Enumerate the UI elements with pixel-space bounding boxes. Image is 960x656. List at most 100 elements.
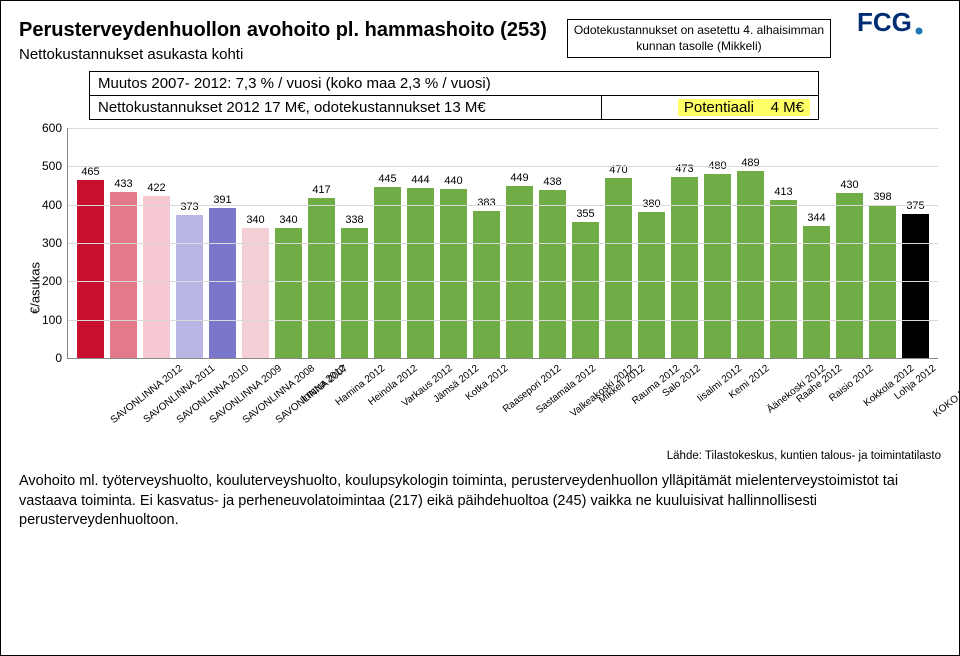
x-label: Salo 2012: [634, 359, 667, 429]
x-label: SAVONLINNA 2011: [106, 359, 139, 429]
x-label: Kemi 2012: [700, 359, 733, 429]
page-subtitle: Nettokustannukset asukasta kohti: [19, 46, 547, 63]
x-label: Heinola 2012: [337, 359, 370, 429]
info-table: Muutos 2007- 2012: 7,3 % / vuosi (koko m…: [89, 71, 819, 120]
x-label: Äänekoski 2012: [733, 359, 766, 429]
header-row: Perusterveydenhuollon avohoito pl. hamma…: [19, 19, 941, 63]
x-label: Hamina 2012: [304, 359, 337, 429]
bar: 355: [569, 209, 602, 358]
bar-rect: [110, 192, 137, 358]
potential-label: Potentiaali: [684, 99, 754, 116]
x-labels: SAVONLINNA 2012SAVONLINNA 2011SAVONLINNA…: [67, 359, 937, 429]
bar: 340: [239, 215, 272, 358]
bar-value-label: 417: [312, 185, 330, 196]
source-note: Lähde: Tilastokeskus, kuntien talous- ja…: [19, 450, 941, 462]
bar: 480: [701, 161, 734, 358]
bar-rect: [275, 228, 302, 358]
y-tick-label: 600: [34, 121, 62, 135]
y-tick-label: 300: [34, 236, 62, 250]
grid-line: [68, 281, 938, 282]
bar-rect: [902, 214, 929, 358]
x-label: Lohja 2012: [865, 359, 898, 429]
bar: 422: [140, 183, 173, 358]
bar-value-label: 445: [378, 174, 396, 185]
bar-rect: [737, 171, 764, 358]
bar-value-label: 440: [444, 176, 462, 187]
info-row-potential: Potentiaali 4 M€: [602, 96, 819, 120]
x-label: Kotka 2012: [436, 359, 469, 429]
bar: 440: [437, 176, 470, 358]
x-label: Jämsä 2012: [403, 359, 436, 429]
bar: 445: [371, 174, 404, 358]
page: FCG Perusterveydenhuollon avohoito pl. h…: [0, 0, 960, 656]
bar: 373: [173, 202, 206, 358]
bar: 391: [206, 195, 239, 358]
x-label: Valkeakoski 2012: [535, 359, 568, 429]
bar: 444: [404, 175, 437, 358]
x-label: Kokkola 2012: [832, 359, 865, 429]
bar-rect: [143, 196, 170, 358]
y-tick-label: 500: [34, 159, 62, 173]
x-label: Raisio 2012: [799, 359, 832, 429]
bar-value-label: 413: [774, 187, 792, 198]
bar-rect: [407, 188, 434, 358]
bar: 375: [899, 201, 932, 358]
bar-rect: [638, 212, 665, 358]
bar-rect: [242, 228, 269, 358]
bar-rect: [374, 187, 401, 358]
x-label: Rauma 2012: [601, 359, 634, 429]
bar: 380: [635, 199, 668, 358]
bar: 398: [866, 192, 899, 358]
grid-line: [68, 166, 938, 167]
bar-value-label: 340: [246, 215, 264, 226]
title-block: Perusterveydenhuollon avohoito pl. hamma…: [19, 19, 547, 63]
grid-line: [68, 320, 938, 321]
svg-text:FCG: FCG: [857, 7, 912, 37]
bar: 344: [800, 213, 833, 358]
grid-line: [68, 205, 938, 206]
y-tick-label: 100: [34, 313, 62, 327]
bar: 433: [107, 179, 140, 358]
info-row-change: Muutos 2007- 2012: 7,3 % / vuosi (koko m…: [90, 72, 819, 96]
x-label: Sastamala 2012: [502, 359, 535, 429]
bar-rect: [770, 200, 797, 358]
bar-rect: [803, 226, 830, 358]
bar-rect: [308, 198, 335, 358]
bar: 338: [338, 215, 371, 358]
bar-value-label: 444: [411, 175, 429, 186]
bar-rect: [77, 180, 104, 358]
bar-value-label: 438: [543, 177, 561, 188]
bar-rect: [836, 193, 863, 358]
bar: 465: [74, 167, 107, 358]
x-label: Mikkeli 2012: [568, 359, 601, 429]
bar: 489: [734, 158, 767, 358]
potential-value: 4 M€: [771, 99, 804, 116]
x-label: SAVONLINNA 2012: [73, 359, 106, 429]
bar: 473: [668, 164, 701, 358]
footer-note: Avohoito ml. työterveyshuolto, kouluterv…: [19, 472, 941, 531]
x-label: Raasepori 2012: [469, 359, 502, 429]
bar-value-label: 433: [114, 179, 132, 190]
odote-line2: kunnan tasolle (Mikkeli): [636, 39, 761, 53]
bar-value-label: 430: [840, 180, 858, 191]
bar-value-label: 465: [81, 167, 99, 178]
bar-rect: [341, 228, 368, 358]
bar-rect: [539, 190, 566, 358]
info-row-costs: Nettokustannukset 2012 17 M€, odotekusta…: [90, 96, 602, 120]
bar: 449: [503, 173, 536, 358]
page-title: Perusterveydenhuollon avohoito pl. hamma…: [19, 19, 547, 42]
bar-rect: [176, 215, 203, 358]
bar-value-label: 344: [807, 213, 825, 224]
bar-rect: [209, 208, 236, 358]
bar: 413: [767, 187, 800, 358]
bar-rect: [440, 189, 467, 358]
bar: 417: [305, 185, 338, 358]
x-label: SAVONLINNA 2007: [238, 359, 271, 429]
plot-area: 4654334223733913403404173384454444403834…: [67, 128, 938, 359]
x-label: SAVONLINNA 2010: [139, 359, 172, 429]
odote-cost-note: Odotekustannukset on asetettu 4. alhaisi…: [567, 19, 831, 58]
x-label: KOKO MAA 2012: [898, 359, 931, 429]
x-label: Varkaus 2012: [370, 359, 403, 429]
bar-value-label: 338: [345, 215, 363, 226]
bar: 470: [602, 165, 635, 358]
